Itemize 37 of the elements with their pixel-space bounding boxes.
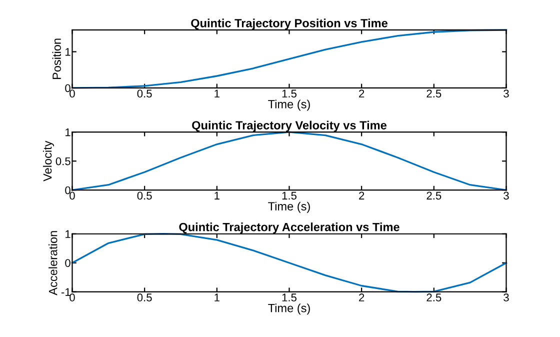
x-tick-label: 0.5 xyxy=(137,192,152,200)
y-axis-title: Acceleration xyxy=(48,231,58,296)
x-tick-label: 2 xyxy=(359,192,364,200)
x-tick-label: 3 xyxy=(504,192,509,200)
x-tick-label: 0.5 xyxy=(137,90,152,98)
x-tick-label: 1 xyxy=(214,294,220,302)
line-series xyxy=(71,29,508,89)
x-tick-label: 2.5 xyxy=(426,294,442,302)
x-tick-label: 1.5 xyxy=(282,192,296,200)
x-axis-title: Time (s) xyxy=(268,304,310,315)
x-tick-label: 3 xyxy=(504,90,509,98)
x-tick-label: 1.5 xyxy=(282,294,296,302)
x-tick-label: 2.5 xyxy=(426,90,442,98)
y-tick-label: 1 xyxy=(66,230,70,238)
x-axis-title: Time (s) xyxy=(268,202,310,213)
x-tick-label: 0.5 xyxy=(137,294,152,302)
line-series xyxy=(71,233,508,293)
x-tick-label: 2.5 xyxy=(426,192,442,200)
line-series xyxy=(71,131,508,191)
y-axis-title: Position xyxy=(52,38,61,80)
y-tick-label: 1 xyxy=(66,48,70,56)
x-tick-label: 1 xyxy=(214,192,220,200)
x-tick-label: 3 xyxy=(504,294,509,302)
y-axis-title: Velocity xyxy=(43,140,54,182)
x-tick-label: 2 xyxy=(359,90,364,98)
y-tick-label: 0 xyxy=(65,186,70,194)
x-tick-label: 1 xyxy=(214,90,220,98)
x-axis-title: Time (s) xyxy=(268,100,310,111)
chart-title: Quintic Trajectory Position vs Time xyxy=(191,18,388,30)
y-tick-label: 0.5 xyxy=(56,157,70,166)
y-tick-label: 0 xyxy=(65,259,70,267)
x-tick-label: 2 xyxy=(359,294,364,302)
chart-title: Quintic Trajectory Velocity vs Time xyxy=(192,120,387,132)
y-tick-label: 1 xyxy=(66,128,70,136)
chart-title: Quintic Trajectory Acceleration vs Time xyxy=(179,222,400,234)
y-tick-label: -1 xyxy=(61,288,70,296)
x-tick-label: 1.5 xyxy=(282,90,296,98)
